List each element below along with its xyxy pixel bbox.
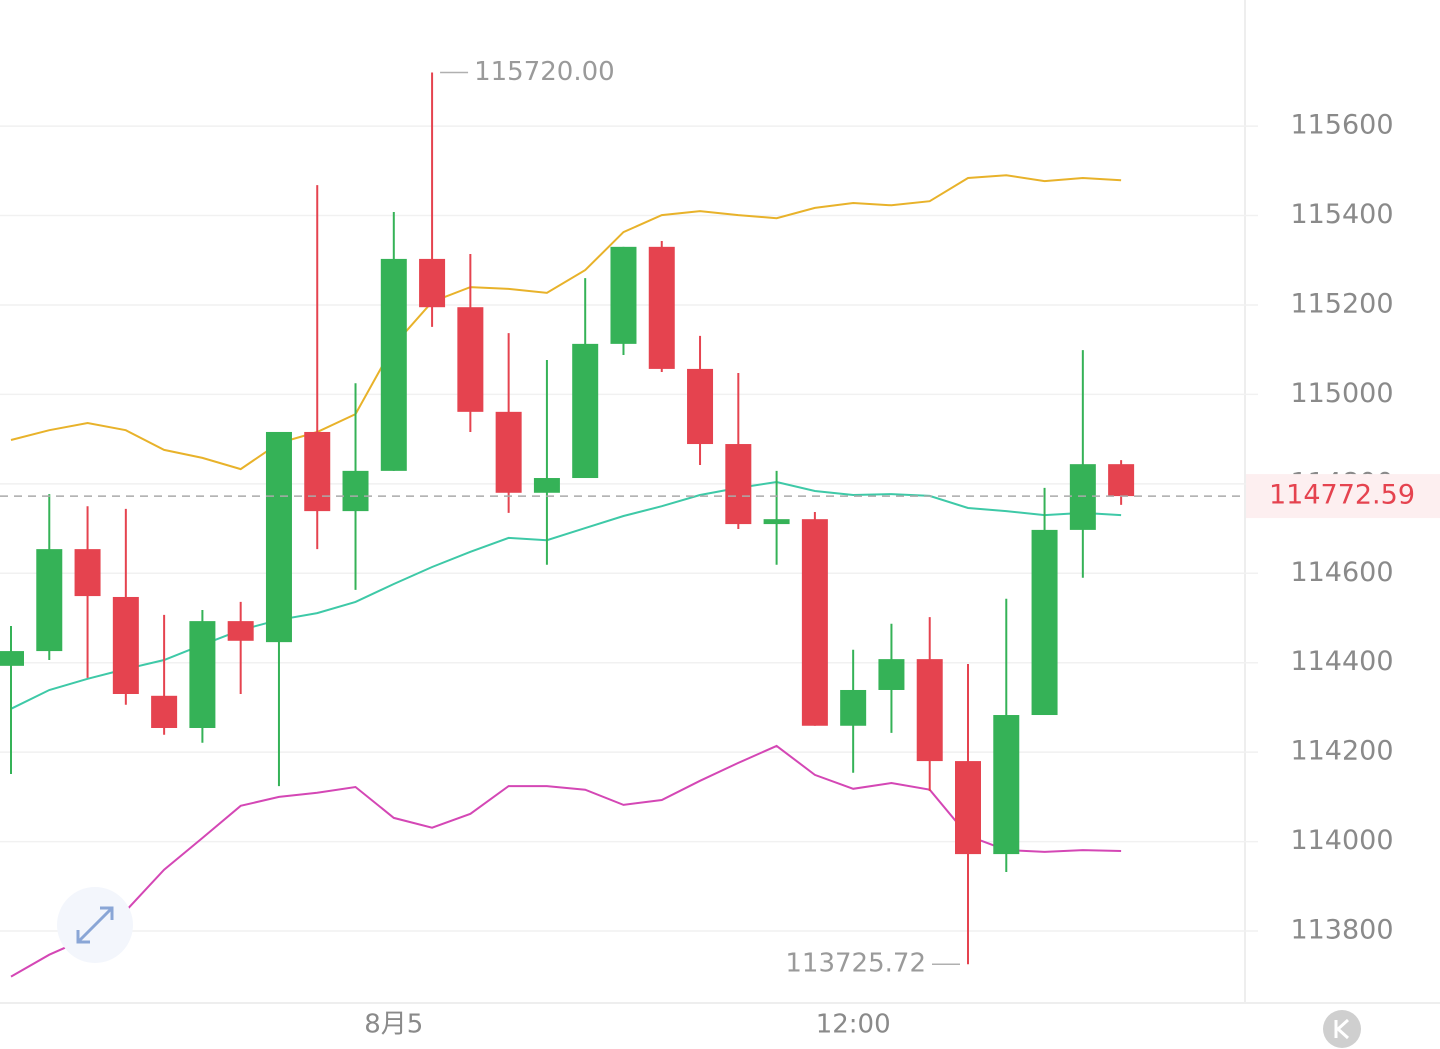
max-label: 115720.00 — [474, 57, 615, 87]
candle-body — [1069, 464, 1096, 530]
y-tick-label: 115600 — [1290, 110, 1393, 141]
candle-body — [687, 368, 714, 445]
band-line — [10, 744, 1122, 978]
candle-body — [265, 431, 292, 643]
last-price-tag — [1246, 474, 1440, 519]
candle-body — [74, 549, 101, 597]
candle-body — [380, 258, 407, 471]
expand-icon[interactable] — [57, 887, 133, 963]
candle-body — [419, 258, 446, 308]
k-button[interactable] — [1323, 1010, 1361, 1048]
x-tick-label: 8月5 — [364, 1010, 423, 1040]
candle-body — [878, 659, 905, 690]
min-label: 113725.72 — [785, 949, 926, 979]
candle-body — [572, 343, 599, 479]
candle-body — [610, 246, 637, 344]
candle-body — [648, 246, 675, 369]
y-tick-label: 114600 — [1290, 557, 1393, 588]
candle-body — [112, 596, 139, 695]
candle-body — [1031, 529, 1058, 716]
last-price-label: 114772.59 — [1269, 480, 1415, 511]
y-tick-label: 115200 — [1290, 288, 1393, 319]
candle-body — [457, 307, 484, 412]
y-tick-label: 115400 — [1290, 199, 1393, 230]
candle-body — [1108, 464, 1135, 497]
y-tick-label: 114400 — [1290, 646, 1393, 677]
candle-body — [151, 695, 178, 728]
y-tick-label: 113800 — [1290, 915, 1393, 946]
candle-body — [763, 519, 790, 525]
candle-body — [495, 411, 522, 493]
y-tick-label: 114200 — [1290, 736, 1393, 767]
candle-body — [36, 549, 63, 652]
candle-body — [342, 470, 369, 512]
candle-body — [304, 431, 331, 512]
candle-body — [955, 761, 981, 855]
candle-body — [801, 519, 828, 726]
y-tick-label: 115000 — [1290, 378, 1393, 409]
x-tick-label: 12:00 — [816, 1010, 891, 1040]
candle-body — [993, 715, 1020, 855]
y-tick-label: 114000 — [1290, 825, 1393, 856]
candle-body — [725, 444, 752, 525]
candle-body — [227, 621, 254, 641]
band-line — [10, 480, 1122, 710]
candle-body — [189, 621, 216, 728]
candle-body — [916, 659, 943, 762]
candle-body — [533, 478, 560, 493]
candle-body — [0, 651, 24, 666]
band-line — [10, 174, 1122, 471]
candle-body — [840, 689, 867, 726]
